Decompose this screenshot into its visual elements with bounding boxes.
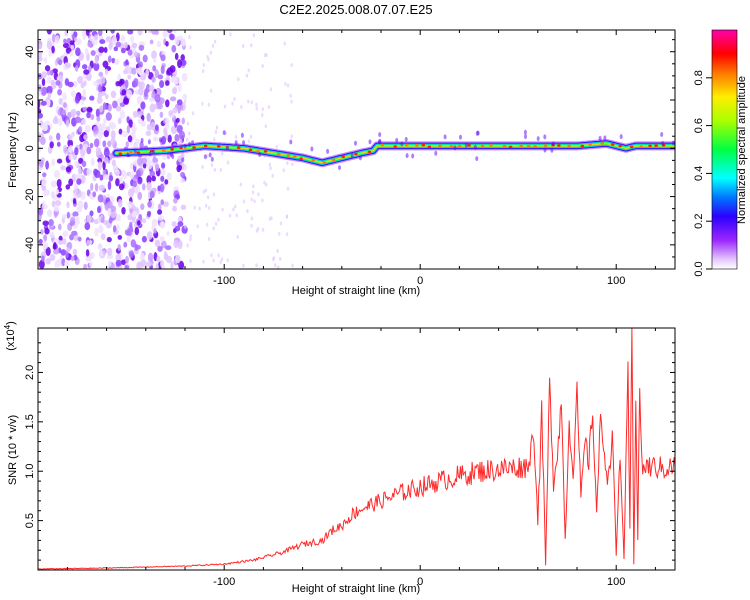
snr-ticks: -100 0 100 0.5 1.0 1.5 2.0	[24, 328, 675, 588]
snr-ylabel: SNR (10 * v/v)	[7, 415, 19, 485]
snr-xlabel: Height of straight line (km)	[292, 583, 420, 595]
snr-ytick-label: 1.0	[24, 464, 36, 479]
snr-xtick-label: -100	[213, 576, 235, 588]
spectrogram-panel: -100 0 100 -40 -20 0 20 40 Height of straight l…	[7, 29, 676, 297]
snr-ytick-label: 1.5	[24, 414, 36, 429]
spectrogram-xlabel: Height of straight line (km)	[292, 285, 420, 297]
spectrogram-ticks: -100 0 100 -40 -20 0 20 40	[24, 30, 675, 287]
snr-xtick-label: 100	[607, 576, 625, 588]
spectrogram-ytick-label: 20	[24, 94, 36, 106]
spectrogram-xtick-label: -100	[213, 275, 235, 287]
snr-panel: -100 0 100 0.5 1.0 1.5 2.0 Height of straight …	[3, 321, 676, 595]
snr-xtick-label: 0	[417, 576, 423, 588]
spectrogram-ytick-label: -20	[24, 189, 36, 205]
colorbar-ticks: 0.0 0.2 0.4 0.6 0.8	[693, 70, 712, 277]
spectrogram-frame	[37, 29, 676, 270]
colorbar-tick-label: 0.0	[693, 261, 705, 276]
frequency-ridge	[111, 129, 675, 171]
spectrogram-ytick-label: 40	[24, 46, 36, 58]
spectrogram-ytick-label: 0	[24, 145, 36, 151]
snr-frame	[37, 327, 676, 571]
colorbar-tick-label: 0.8	[693, 70, 705, 85]
colorbar-tick-label: 0.4	[693, 166, 705, 181]
snr-ytick-label: 0.5	[24, 513, 36, 528]
spectrogram-xtick-label: 0	[417, 275, 423, 287]
spectrogram-ytick-label: -40	[24, 237, 36, 253]
snr-series-line	[38, 328, 675, 570]
colorbar-tick-label: 0.2	[693, 214, 705, 229]
spectrogram-ylabel: Frequency (Hz)	[7, 112, 19, 188]
spectrogram-xtick-label: 100	[607, 275, 625, 287]
colorbar-gradient	[711, 29, 738, 270]
snr-ytick-label: 2.0	[24, 365, 36, 380]
snr-multiplier: (x104)	[3, 321, 18, 351]
colorbar: 0.0 0.2 0.4 0.6 0.8 Normalized spectral ampl…	[693, 29, 748, 277]
figure-title: C2E2.2025.008.07.07.E25	[279, 2, 432, 17]
colorbar-label: Normalized spectral amplitude	[736, 76, 748, 224]
snr-plot-area	[38, 328, 675, 570]
colorbar-tick-label: 0.6	[693, 118, 705, 133]
